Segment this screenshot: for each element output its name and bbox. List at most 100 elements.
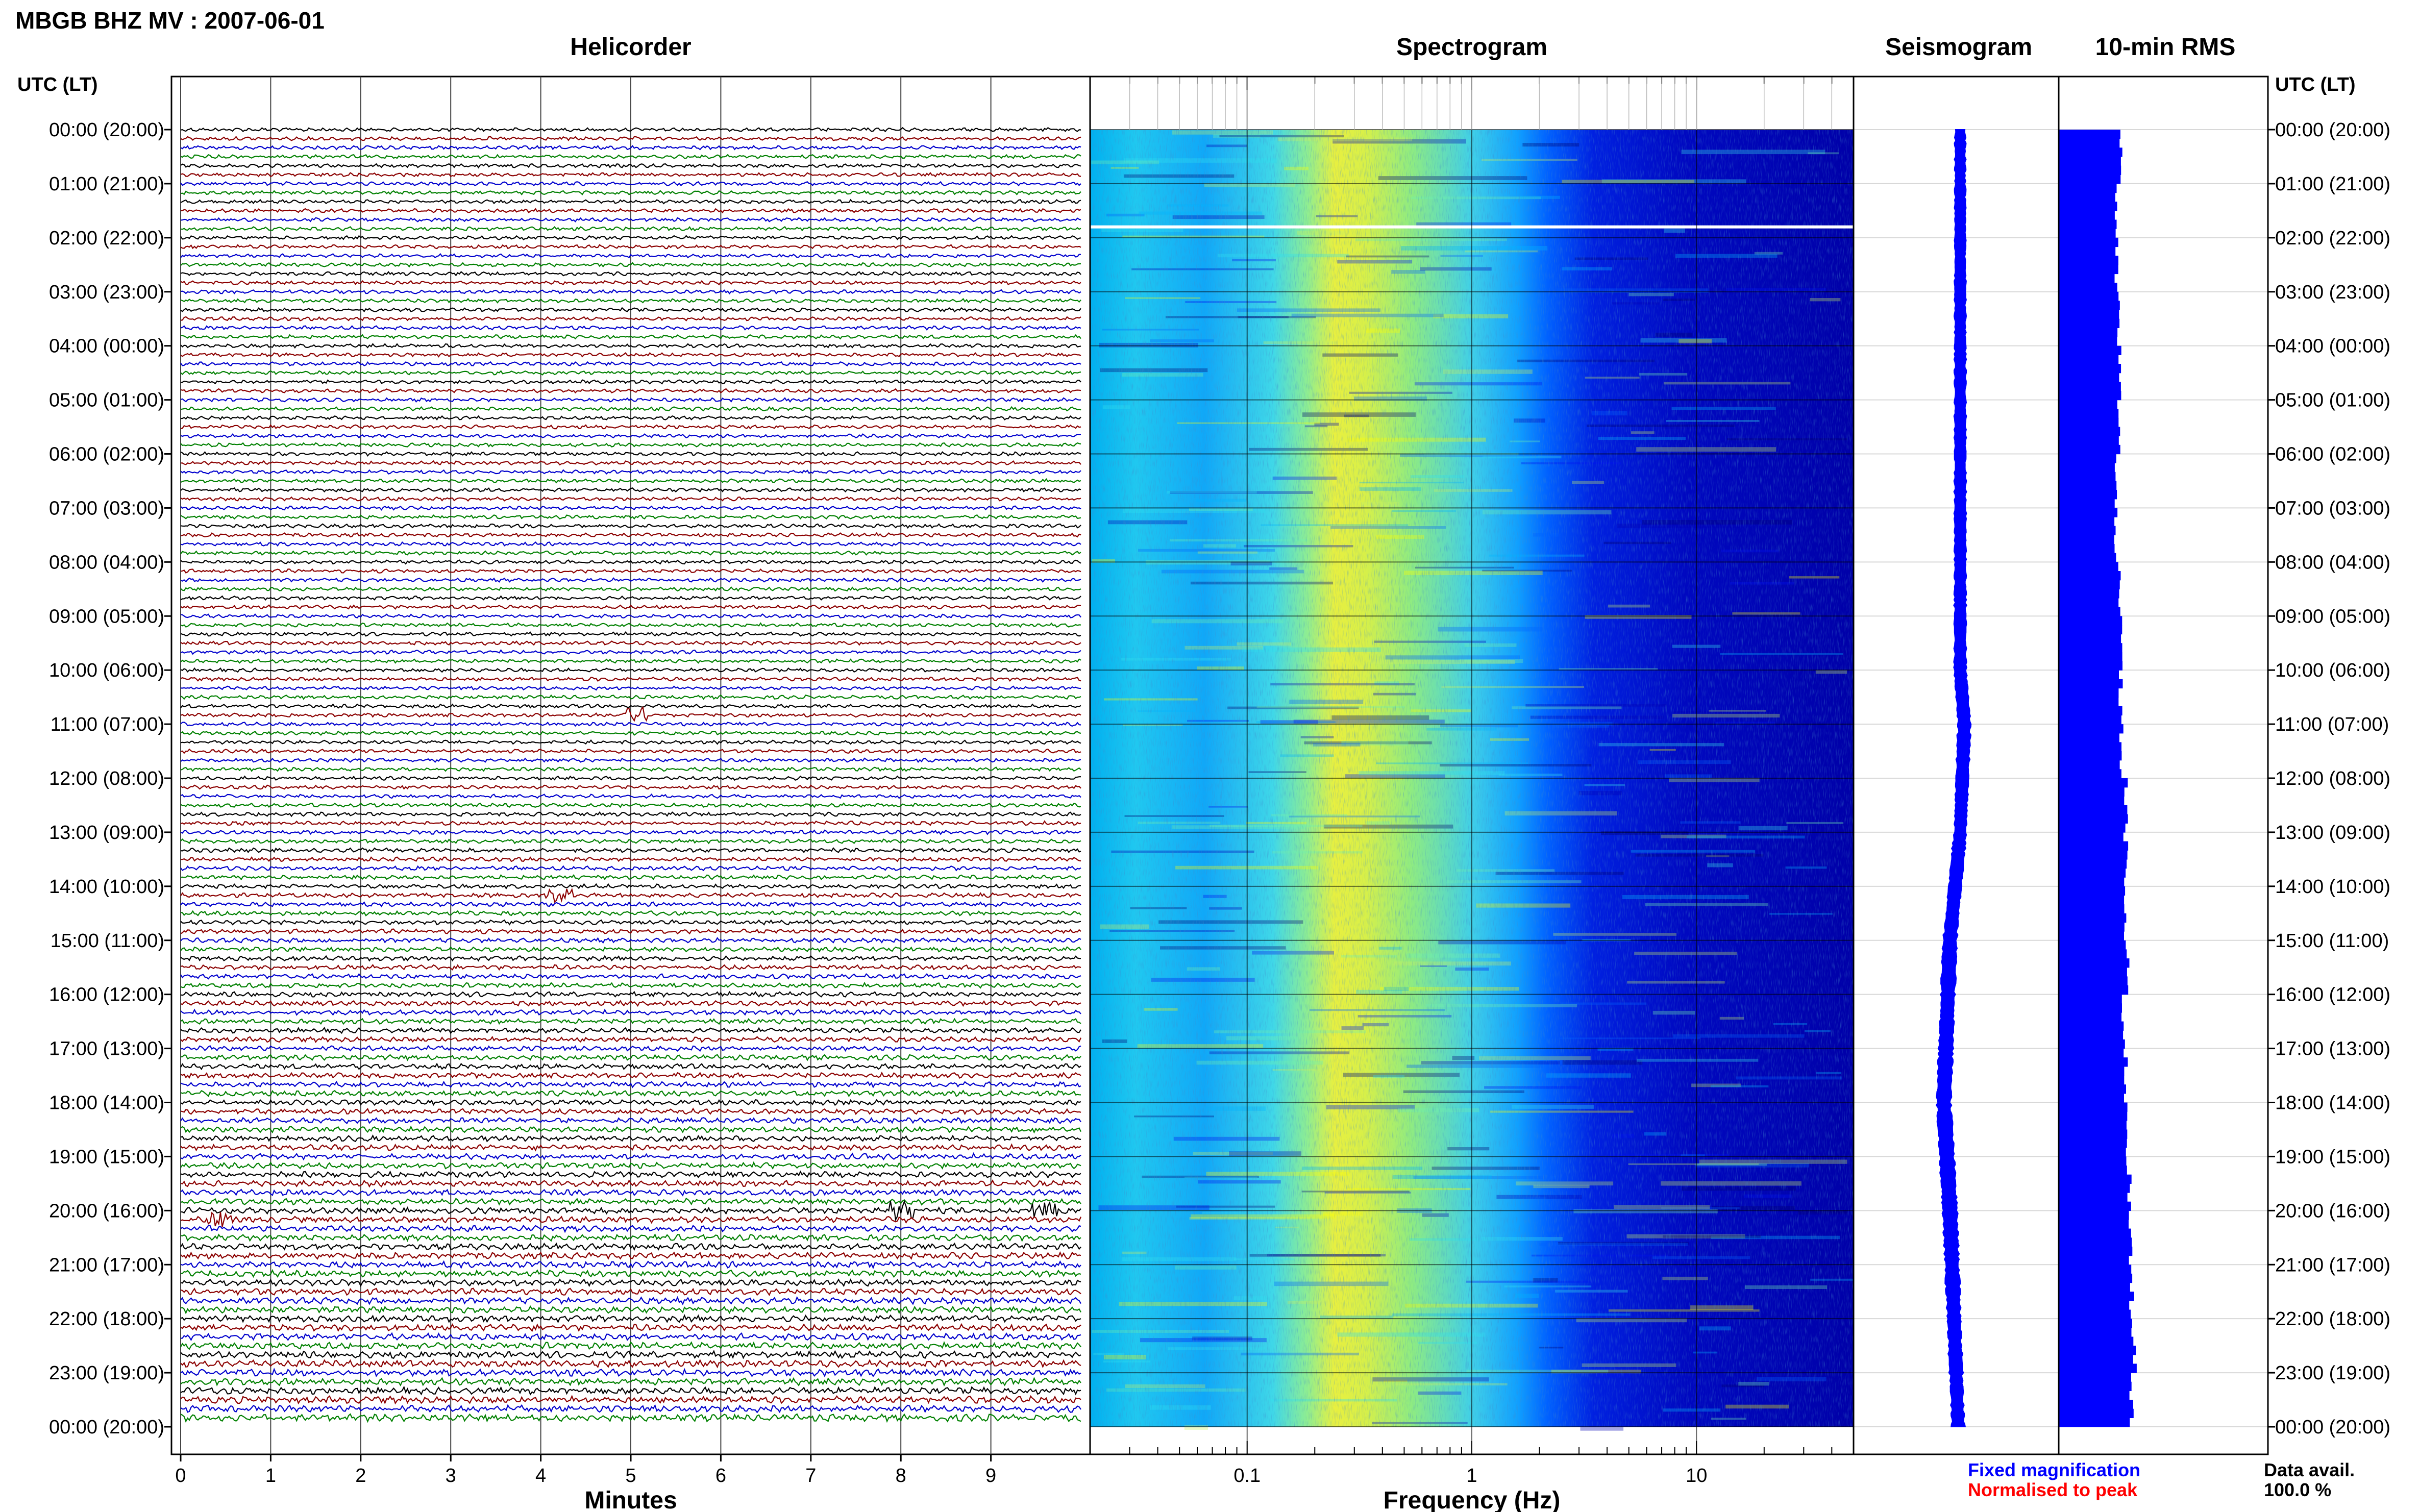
helicorder-trace bbox=[180, 199, 1081, 205]
rms-bar bbox=[2059, 463, 2115, 473]
rms-bar bbox=[2059, 940, 2126, 950]
helicorder-trace bbox=[180, 1035, 1082, 1044]
rms-bar bbox=[2059, 868, 2126, 878]
time-label-left: 21:00 (17:00) bbox=[49, 1254, 164, 1276]
rms-bar bbox=[2059, 985, 2129, 995]
rms-bar bbox=[2059, 1364, 2137, 1373]
rms-bar bbox=[2059, 760, 2120, 770]
rms-bar bbox=[2059, 607, 2120, 616]
rms-bar bbox=[2059, 1057, 2128, 1067]
rms-bar bbox=[2059, 1201, 2131, 1211]
rms-bar bbox=[2059, 417, 2119, 428]
rms-bar bbox=[2059, 355, 2119, 364]
time-label-right: 15:00 (11:00) bbox=[2275, 930, 2389, 952]
rms-bar bbox=[2059, 1237, 2132, 1247]
time-label-right: 01:00 (21:00) bbox=[2275, 173, 2390, 195]
spectrogram-streak bbox=[1580, 1426, 1624, 1431]
rms-bar bbox=[2059, 1210, 2129, 1220]
helicorder-trace bbox=[180, 990, 1081, 998]
helicorder-trace bbox=[180, 270, 1081, 277]
rms-bar bbox=[2059, 1012, 2121, 1022]
time-label-right: 13:00 (09:00) bbox=[2275, 822, 2390, 844]
rms-bar bbox=[2059, 643, 2122, 653]
helicorder-trace bbox=[180, 847, 1081, 853]
rms-bar bbox=[2059, 724, 2124, 734]
helicorder-trace bbox=[180, 1269, 1081, 1278]
time-label-right: 00:00 (20:00) bbox=[2275, 1417, 2390, 1438]
rms-bar bbox=[2059, 949, 2127, 959]
time-label-left: 19:00 (15:00) bbox=[49, 1146, 164, 1168]
helicorder-trace bbox=[180, 981, 1081, 989]
helicorder-trace bbox=[180, 730, 1081, 736]
helicorder-trace bbox=[180, 343, 1081, 349]
rms-bar bbox=[2059, 1319, 2132, 1328]
helicorder-trace bbox=[180, 1018, 1081, 1025]
rms-bar bbox=[2059, 751, 2122, 761]
rms-bar bbox=[2059, 237, 2118, 247]
helicorder-trace bbox=[180, 706, 1081, 722]
helicorder-trace bbox=[180, 397, 1081, 403]
helicorder-trace bbox=[180, 1134, 1081, 1143]
helicorder-trace bbox=[180, 1368, 1081, 1378]
time-label-left: 15:00 (11:00) bbox=[51, 930, 164, 952]
spectrogram-streak bbox=[1184, 1425, 1208, 1430]
time-label-left: 10:00 (06:00) bbox=[49, 660, 164, 681]
helicorder-trace bbox=[180, 739, 1081, 745]
legend-fixed-magnification: Fixed magnification bbox=[1968, 1459, 2140, 1480]
helicorder-trace bbox=[180, 1296, 1081, 1306]
rms-bar bbox=[2059, 931, 2124, 941]
helicorder-trace bbox=[180, 613, 1081, 619]
rms-bar bbox=[2059, 1147, 2126, 1157]
time-label-right: 11:00 (07:00) bbox=[2275, 714, 2389, 735]
helicorder-trace bbox=[180, 1089, 1081, 1098]
rms-bar bbox=[2059, 1021, 2124, 1031]
helicorder-trace bbox=[180, 406, 1081, 412]
helicorder-trace bbox=[180, 127, 1081, 133]
rms-bar bbox=[2059, 400, 2117, 409]
time-label-left: 11:00 (07:00) bbox=[51, 714, 164, 735]
helicorder-tick-label: 8 bbox=[896, 1465, 906, 1486]
time-label-left: 01:00 (21:00) bbox=[49, 173, 164, 195]
helicorder-trace bbox=[180, 559, 1081, 565]
rms-bar bbox=[2059, 634, 2121, 643]
legend-normalised-to-peak: Normalised to peak bbox=[1968, 1479, 2138, 1500]
helicorder-trace bbox=[180, 298, 1081, 304]
rms-bar bbox=[2059, 616, 2122, 626]
time-label-left: 07:00 (03:00) bbox=[49, 498, 164, 519]
rms-bar bbox=[2059, 1156, 2127, 1166]
rms-bar bbox=[2059, 301, 2120, 310]
rms-bar bbox=[2059, 337, 2117, 346]
time-label-left: 02:00 (22:00) bbox=[49, 228, 164, 249]
rms-bar bbox=[2059, 283, 2117, 292]
helicorder-trace bbox=[180, 1107, 1081, 1116]
time-label-right: 20:00 (16:00) bbox=[2275, 1200, 2390, 1222]
helicorder-trace bbox=[180, 973, 1081, 980]
time-label-left: 09:00 (05:00) bbox=[49, 606, 164, 627]
rms-bar bbox=[2059, 256, 2118, 265]
rms-bar bbox=[2059, 922, 2125, 932]
time-label-right: 16:00 (12:00) bbox=[2275, 984, 2390, 1006]
rms-bar bbox=[2059, 580, 2120, 589]
helicorder-trace bbox=[180, 586, 1081, 592]
rms-bar bbox=[2059, 697, 2119, 707]
rms-bar bbox=[2059, 1327, 2132, 1337]
helicorder-trace bbox=[180, 253, 1081, 259]
rms-bar bbox=[2059, 652, 2122, 662]
time-label-right: 03:00 (23:00) bbox=[2275, 282, 2390, 303]
rms-bar bbox=[2059, 274, 2115, 283]
helicorder-trace bbox=[180, 289, 1081, 295]
helicorder-trace bbox=[180, 595, 1081, 601]
helicorder-trace bbox=[180, 964, 1081, 971]
rms-bar bbox=[2059, 958, 2130, 968]
helicorder-trace bbox=[180, 1099, 1081, 1106]
helicorder-trace bbox=[180, 460, 1081, 466]
helicorder-trace bbox=[180, 649, 1081, 655]
rms-bar bbox=[2059, 1174, 2132, 1184]
rms-bar bbox=[2059, 382, 2121, 391]
helicorder-trace bbox=[180, 1152, 1081, 1161]
helicorder-trace bbox=[180, 505, 1081, 511]
rms-bar bbox=[2059, 1354, 2133, 1365]
helicorder-trace bbox=[180, 694, 1081, 700]
rms-bar bbox=[2059, 291, 2119, 302]
time-label-right: 19:00 (15:00) bbox=[2275, 1146, 2390, 1168]
